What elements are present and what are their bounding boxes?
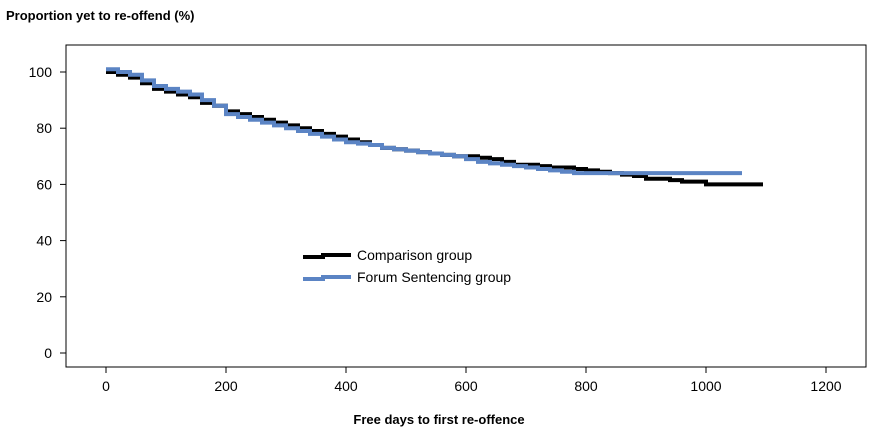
x-tick-label: 400 [334,378,358,394]
x-tick-label: 1000 [690,378,721,394]
series-line-forum [106,67,742,176]
series-line-comparison [106,70,763,187]
x-tick-label: 600 [454,378,478,394]
y-tick-label: 100 [29,64,53,80]
legend-label: Forum Sentencing group [357,269,511,285]
y-tick-label: 0 [44,345,52,361]
legend-swatch [303,275,351,281]
x-tick-label: 800 [574,378,598,394]
y-tick-label: 80 [36,120,52,136]
x-tick-label: 0 [102,378,110,394]
x-axis-title: Free days to first re-offence [353,412,525,427]
y-axis-title: Proportion yet to re-offend (%) [6,8,195,23]
x-tick-label: 1200 [810,378,841,394]
legend-label: Comparison group [357,247,472,263]
y-tick-label: 60 [36,176,52,192]
y-tick-label: 20 [36,289,52,305]
legend-swatch [303,253,351,259]
y-tick-label: 40 [36,233,52,249]
x-tick-label: 200 [214,378,238,394]
